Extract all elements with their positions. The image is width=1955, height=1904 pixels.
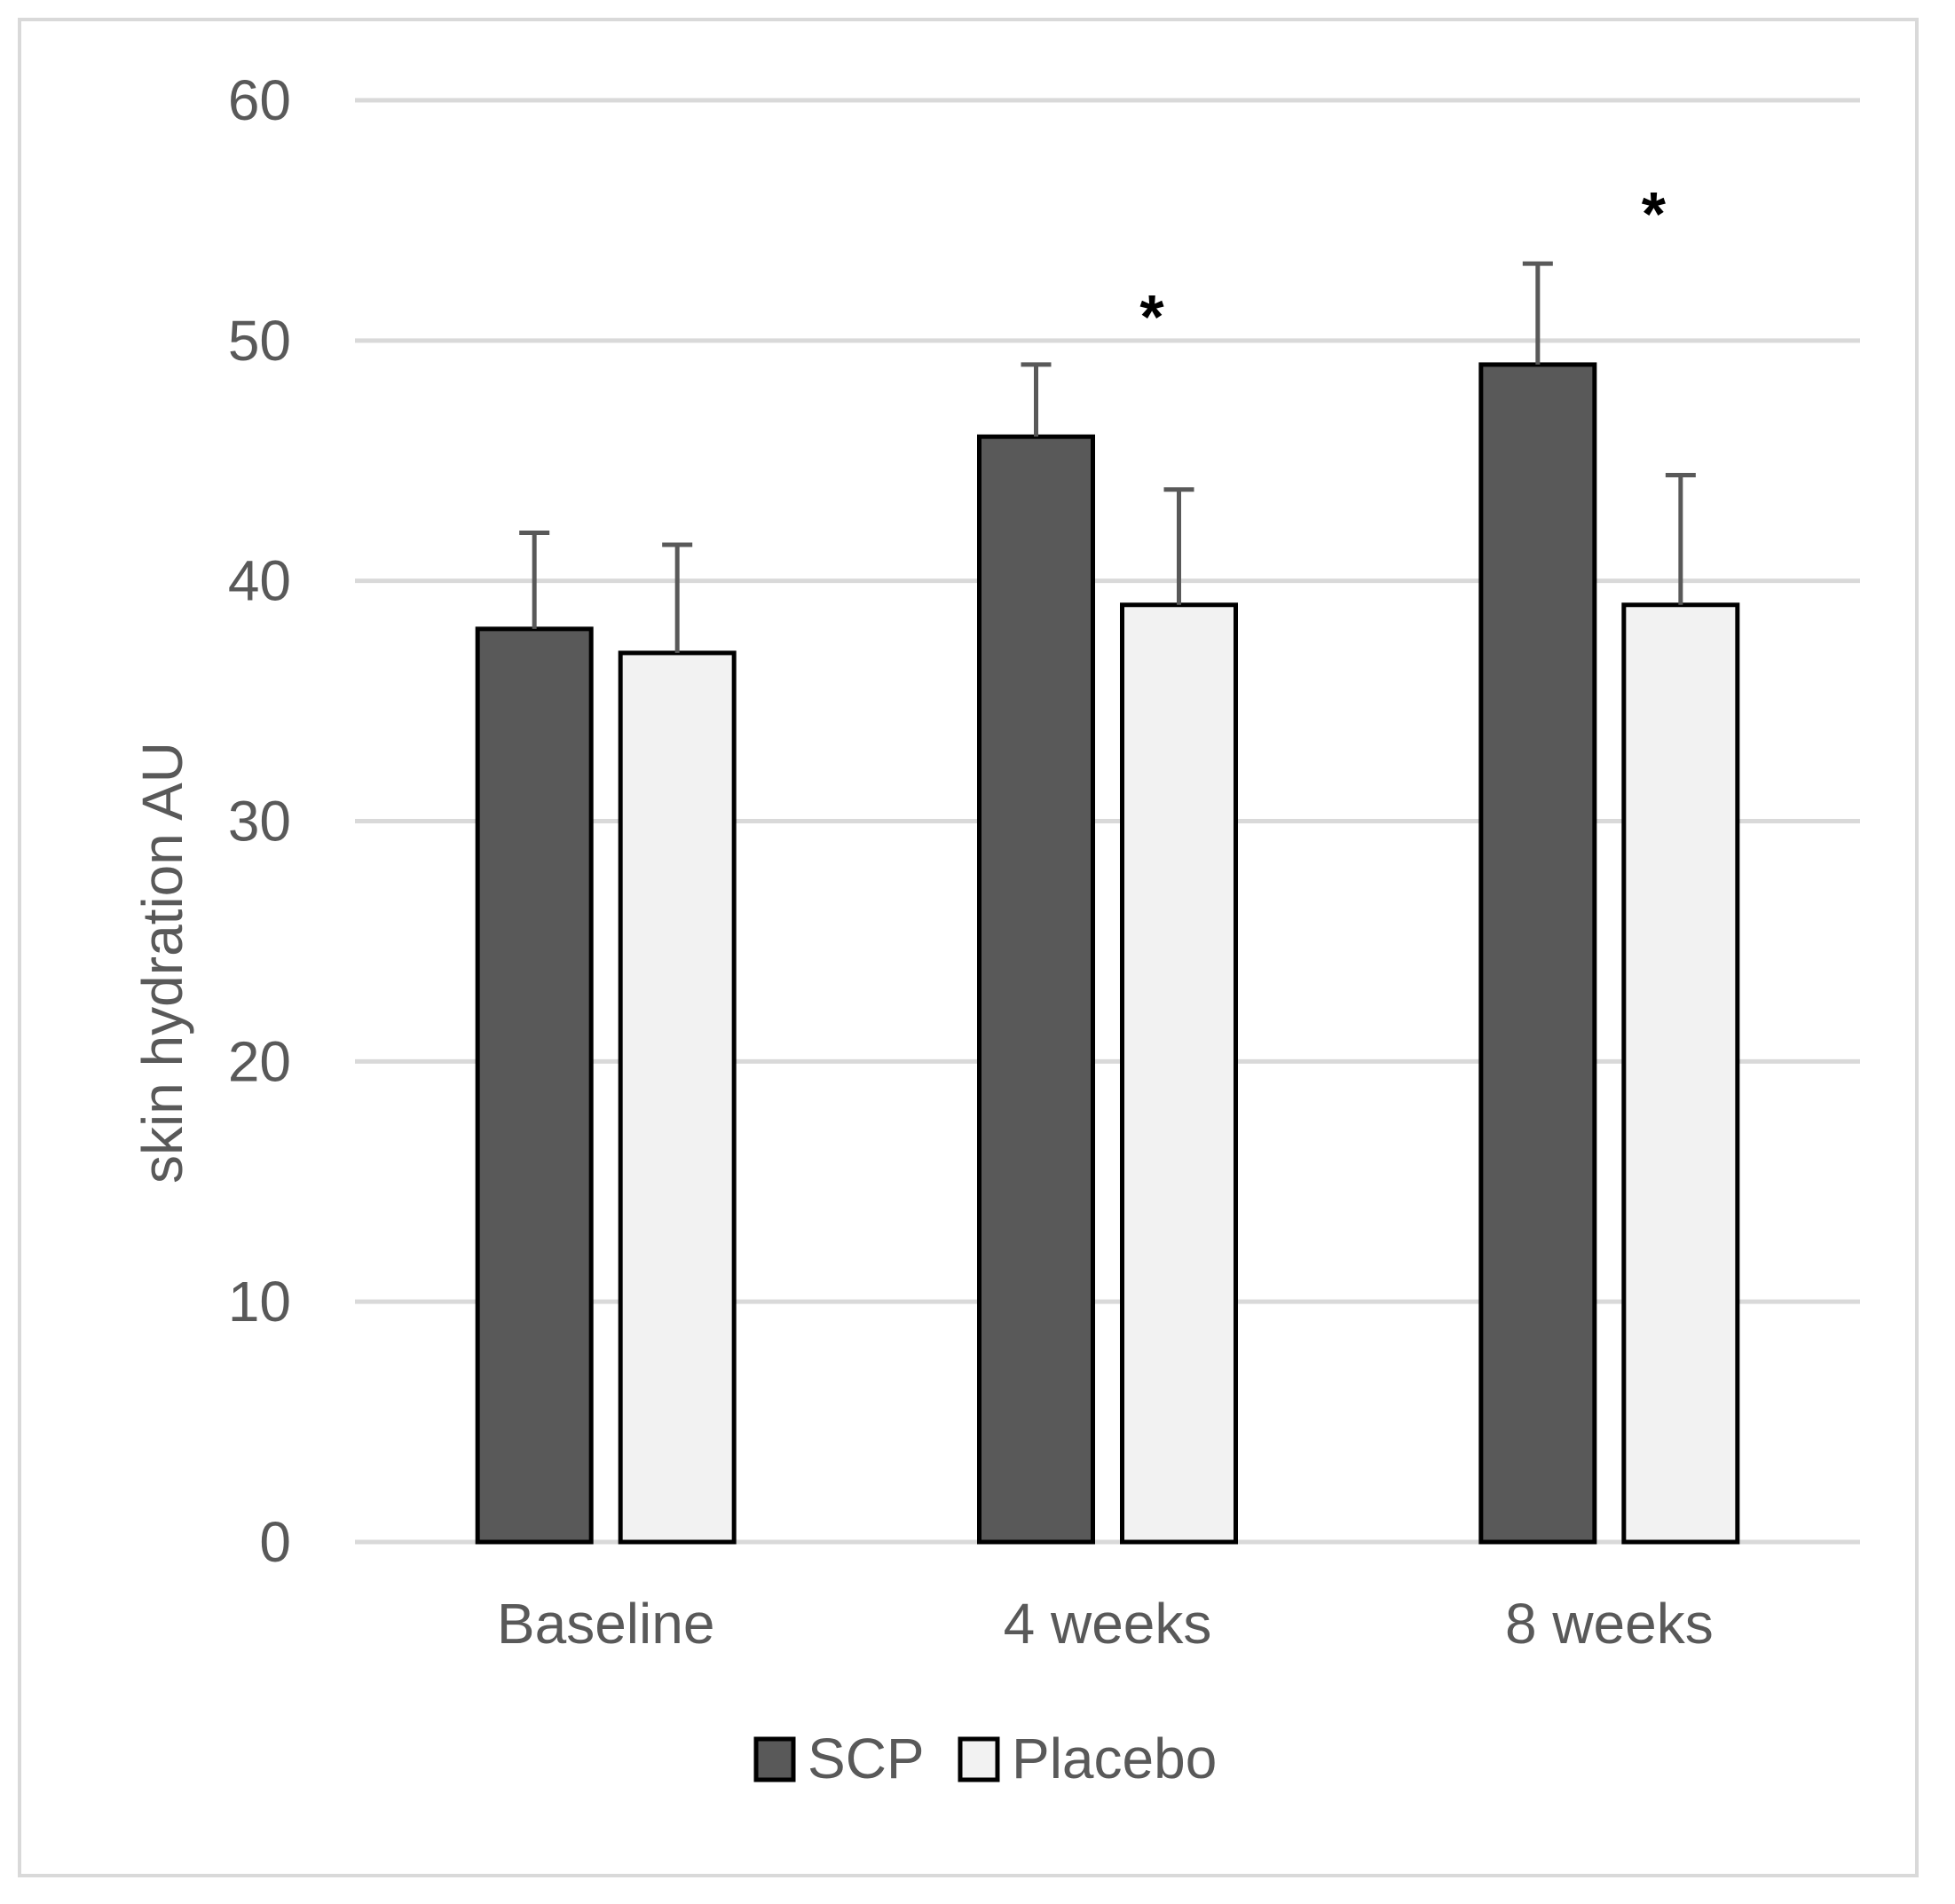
- x-tick-label: 4 weeks: [1004, 1592, 1212, 1656]
- y-axis-title: skin hydration AU: [130, 742, 194, 1184]
- legend-swatch: [958, 1736, 1000, 1782]
- legend-item-scp: SCP: [753, 1727, 925, 1790]
- chart-frame: [18, 18, 1919, 1877]
- legend-label: Placebo: [1012, 1727, 1217, 1790]
- bar-placebo-4-weeks: [1120, 602, 1238, 1545]
- y-tick-label: 30: [228, 790, 291, 854]
- legend-swatch: [753, 1736, 796, 1782]
- bar-scp-baseline: [475, 626, 594, 1545]
- y-tick-label: 20: [228, 1029, 291, 1093]
- error-bar: [519, 531, 550, 629]
- bar-scp-4-weeks: [977, 434, 1095, 1545]
- error-bar: [1021, 362, 1052, 437]
- error-bar: [1522, 261, 1553, 365]
- error-bar: [1163, 487, 1194, 605]
- bars: [475, 362, 1740, 1545]
- gridlines: [355, 98, 1860, 1545]
- y-tick-label: 0: [259, 1510, 291, 1574]
- y-tick-label: 50: [228, 309, 291, 373]
- x-tick-label: Baseline: [497, 1592, 715, 1656]
- y-axis-ticks: 0 10 20 30 40 50 60: [228, 68, 291, 1574]
- x-axis-ticks: Baseline 4 weeks 8 weeks: [497, 1592, 1714, 1656]
- legend-item-placebo: Placebo: [958, 1727, 1217, 1790]
- y-tick-label: 40: [228, 549, 291, 613]
- legend: SCP Placebo: [753, 1727, 1217, 1790]
- significance-marker: *: [1139, 282, 1164, 351]
- error-bar: [662, 542, 693, 653]
- significance-marker: *: [1642, 179, 1667, 248]
- error-bar: [1665, 473, 1696, 605]
- bar-scp-8-weeks: [1478, 362, 1597, 1545]
- bar-placebo-baseline: [618, 650, 737, 1545]
- annotations: **: [1139, 179, 1666, 351]
- legend-label: SCP: [808, 1727, 925, 1790]
- bar-placebo-8-weeks: [1621, 602, 1740, 1545]
- x-tick-label: 8 weeks: [1505, 1592, 1714, 1656]
- error-bars: [519, 261, 1696, 653]
- y-tick-label: 60: [228, 68, 291, 132]
- y-tick-label: 10: [228, 1270, 291, 1334]
